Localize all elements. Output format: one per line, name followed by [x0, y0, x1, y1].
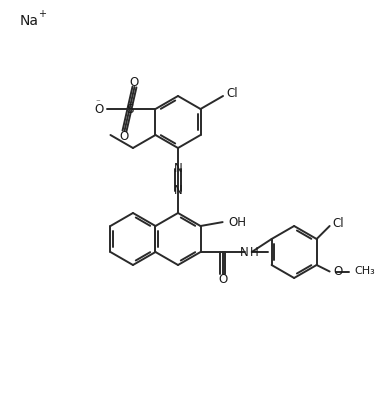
Text: S: S: [126, 102, 133, 115]
Text: O: O: [334, 265, 343, 278]
Text: OH: OH: [229, 216, 247, 229]
Text: N: N: [173, 162, 182, 175]
Text: O: O: [130, 76, 139, 89]
Text: N: N: [240, 245, 249, 258]
Text: Cl: Cl: [333, 216, 344, 229]
Text: O: O: [218, 273, 227, 286]
Text: N: N: [173, 184, 182, 197]
Text: H: H: [250, 245, 258, 258]
Text: Na: Na: [20, 14, 39, 28]
Text: +: +: [38, 9, 46, 19]
Text: CH₃: CH₃: [354, 266, 375, 277]
Text: Cl: Cl: [226, 87, 238, 100]
Text: ⁻: ⁻: [95, 98, 100, 108]
Text: O: O: [120, 130, 129, 143]
Text: O: O: [94, 102, 104, 115]
